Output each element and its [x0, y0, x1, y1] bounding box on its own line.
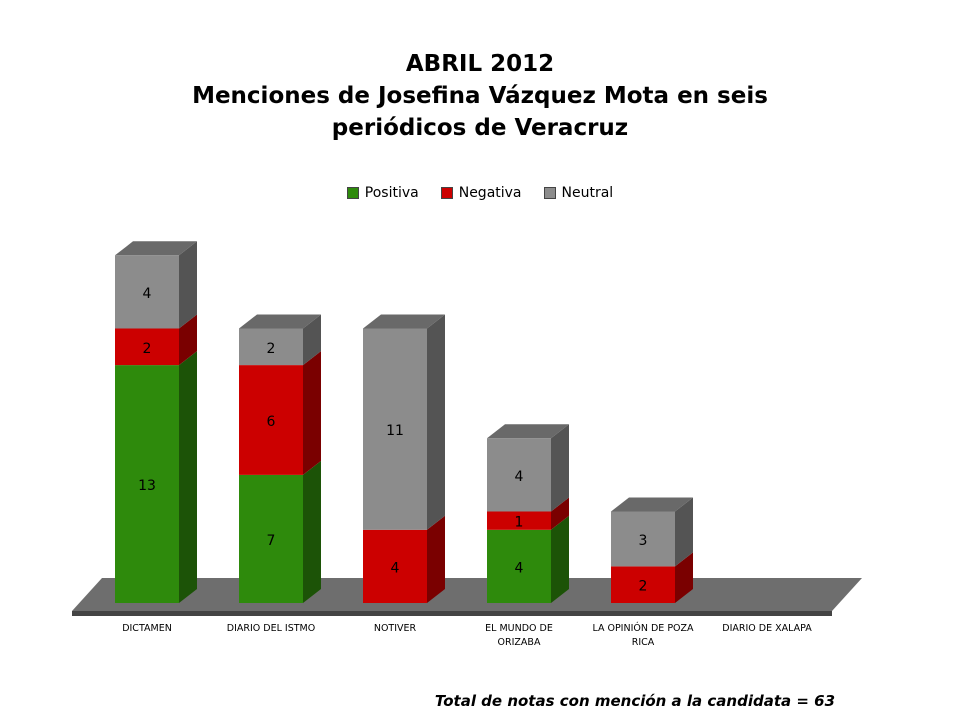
bar-side — [675, 497, 693, 567]
data-label: 7 — [267, 533, 276, 549]
legend-swatch — [543, 187, 556, 199]
bar-segment — [115, 365, 179, 603]
legend-swatch — [346, 187, 359, 199]
bar-segment — [611, 566, 675, 603]
bar-segment — [487, 438, 551, 512]
bar-segment — [239, 365, 303, 475]
bar-segment — [363, 529, 427, 603]
bar-top — [611, 497, 693, 512]
legend-label: Neutral — [561, 185, 614, 201]
chart-subtitle: Menciones de Josefina Vázquez Mota en se… — [192, 83, 768, 141]
bar-top — [115, 241, 197, 256]
data-label: 2 — [267, 341, 276, 357]
bar-top — [363, 314, 445, 329]
bar-top — [239, 314, 321, 329]
bar-segment — [115, 328, 179, 366]
x-tick-label: DICTAMEN — [122, 623, 172, 634]
bar-segment — [611, 511, 675, 567]
data-label: 13 — [138, 478, 156, 494]
bar-side — [303, 460, 321, 603]
bar-segment — [115, 255, 179, 329]
footnote: Total de notas con mención a la candidat… — [434, 692, 835, 710]
legend-item: Positiva — [346, 185, 419, 201]
bar-segment — [239, 474, 303, 603]
bar-top — [487, 424, 569, 439]
data-label: 11 — [386, 423, 404, 439]
data-label: 4 — [515, 560, 524, 576]
chart-title: ABRIL 2012 — [405, 51, 555, 77]
bar-segment — [363, 328, 427, 530]
legend: Positiva Negativa Neutral — [0, 185, 960, 201]
x-tick-label: EL MUNDO DE ORIZABA — [485, 623, 553, 648]
floor-edge — [72, 611, 832, 616]
data-label: 1 — [515, 515, 524, 531]
bar-segment — [487, 511, 551, 530]
legend-label: Negativa — [458, 185, 522, 201]
bar-side — [551, 497, 569, 530]
legend-item: Neutral — [543, 185, 614, 201]
data-label: 4 — [391, 560, 400, 576]
bar-segment — [487, 529, 551, 603]
data-label: 4 — [515, 469, 524, 485]
data-label: 6 — [267, 414, 276, 430]
x-tick-label: DIARIO DEL ISTMO — [226, 623, 316, 634]
bar-segment — [239, 328, 303, 366]
data-label: 4 — [143, 286, 152, 302]
legend-item: Negativa — [440, 185, 522, 201]
legend-label: Positiva — [364, 185, 419, 201]
bar-side — [179, 351, 197, 603]
data-label: 2 — [639, 579, 648, 595]
title-block: ABRIL 2012 Menciones de Josefina Vázquez… — [180, 48, 780, 144]
bar-side — [551, 424, 569, 512]
x-tick-label: LA OPINIÓN DE POZA RICA — [592, 623, 694, 648]
x-tick-label: NOTIVER — [373, 623, 417, 634]
data-label: 2 — [143, 341, 152, 357]
bar-side — [427, 515, 445, 603]
x-tick-label: DIARIO DE XALAPA — [722, 623, 812, 634]
bar-side — [551, 515, 569, 603]
bar-side — [179, 314, 197, 366]
bar-side — [303, 314, 321, 366]
bar-side — [675, 552, 693, 603]
legend-swatch — [440, 187, 453, 199]
data-label: 3 — [639, 533, 648, 549]
bar-side — [303, 351, 321, 475]
bar-side — [427, 314, 445, 530]
bar-side — [179, 241, 197, 329]
